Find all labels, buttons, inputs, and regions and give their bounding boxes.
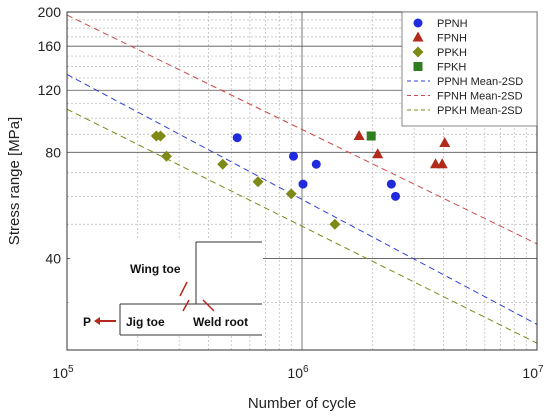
minor-grid <box>67 12 537 350</box>
x-tick-label: 107 <box>522 364 544 381</box>
x-tick-label: 105 <box>52 364 74 381</box>
inset-label-wing-toe: Wing toe <box>130 262 181 276</box>
data-markers <box>150 129 451 230</box>
jig-toe-pointer <box>182 299 190 312</box>
legend-label: PPKH <box>437 47 467 59</box>
x-tick-label-base: 10 <box>52 365 68 381</box>
y-tick-label: 120 <box>38 82 62 98</box>
data-point-ppkh <box>329 218 341 230</box>
x-tick-label-exponent: 5 <box>68 364 74 375</box>
y-axis-title: Stress range [MPa] <box>6 117 23 245</box>
x-tick-label-exponent: 6 <box>303 364 309 375</box>
specimen-inset: Wing toe Jig toe Weld root P <box>70 240 263 336</box>
data-point-fpnh <box>436 158 448 169</box>
inset-label-weld-root: Weld root <box>193 315 248 329</box>
legend: PPNH FPNH PPKH FPKH PPNH Mean-2SD FPNH Mean-2… <box>401 11 538 127</box>
legend-swatch-ppkh <box>412 46 424 58</box>
wing-toe-pointer <box>179 281 188 297</box>
data-point-ppkh <box>160 150 172 162</box>
data-point-fpnh <box>353 129 365 140</box>
legend-label: PPKH Mean-2SD <box>437 105 523 117</box>
legend-label: PPNH Mean-2SD <box>437 76 523 88</box>
data-point-ppnh <box>288 151 298 161</box>
legend-label: FPKH <box>437 62 466 74</box>
weld-root-pointer <box>202 299 215 312</box>
data-point-fpkh <box>366 131 376 141</box>
x-axis-title: Number of cycle <box>248 395 356 412</box>
x-tick-label-exponent: 7 <box>538 364 544 375</box>
trend-line-ppnh <box>66 74 538 325</box>
inset-label-load: P <box>83 315 91 329</box>
legend-swatch-ppnh <box>413 18 423 28</box>
x-tick-label-base: 10 <box>287 365 303 381</box>
plot-frame <box>66 11 538 351</box>
y-tick-label: 160 <box>38 38 62 54</box>
x-tick-label-base: 10 <box>522 365 538 381</box>
trend-line-ppkh <box>66 108 538 344</box>
y-tick-label: 200 <box>38 4 62 20</box>
legend-box <box>401 11 538 127</box>
legend-label: FPNH <box>437 33 467 45</box>
y-tick-label: 40 <box>45 250 61 266</box>
data-point-ppnh <box>311 159 321 169</box>
inset-label-jig-toe: Jig toe <box>126 315 165 329</box>
data-point-ppnh <box>232 133 242 143</box>
data-point-fpnh <box>439 137 451 148</box>
y-tick-label: 80 <box>45 144 61 160</box>
x-tick-label: 106 <box>287 364 309 381</box>
legend-label: PPNH <box>437 18 468 30</box>
data-point-ppnh <box>386 179 396 189</box>
inset-background <box>70 240 263 335</box>
trend-line-fpnh <box>66 14 538 245</box>
data-point-ppkh <box>217 158 229 170</box>
legend-swatch-fpnh <box>412 31 424 42</box>
data-point-fpnh <box>372 148 384 159</box>
data-point-ppnh <box>298 179 308 189</box>
data-point-ppkh <box>285 188 297 200</box>
trend-lines <box>66 14 538 344</box>
data-point-ppkh <box>155 130 167 142</box>
data-point-ppkh <box>252 176 264 188</box>
data-point-ppnh <box>391 191 401 201</box>
load-arrow-icon <box>94 317 100 325</box>
legend-swatch-fpkh <box>413 62 423 71</box>
legend-label: FPNH Mean-2SD <box>437 91 523 103</box>
